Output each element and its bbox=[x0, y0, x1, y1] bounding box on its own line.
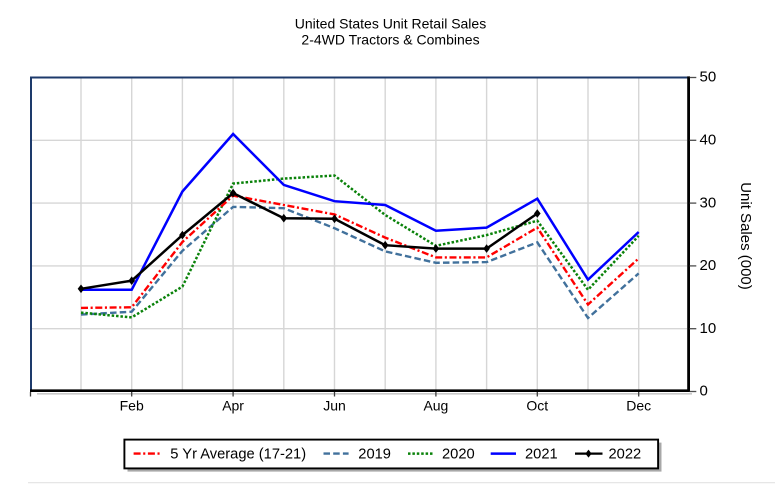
svg-text:Apr: Apr bbox=[222, 398, 244, 414]
svg-text:United States Unit Retail Sale: United States Unit Retail Sales bbox=[295, 16, 486, 32]
svg-text:Feb: Feb bbox=[120, 398, 144, 414]
svg-text:0: 0 bbox=[700, 383, 708, 400]
svg-text:Dec: Dec bbox=[626, 398, 651, 414]
svg-text:20: 20 bbox=[700, 257, 717, 274]
svg-text:50: 50 bbox=[700, 69, 717, 86]
svg-text:2019: 2019 bbox=[358, 446, 391, 462]
svg-text:30: 30 bbox=[700, 194, 717, 211]
svg-text:2021: 2021 bbox=[525, 446, 558, 462]
svg-text:Unit Sales (000): Unit Sales (000) bbox=[737, 182, 754, 290]
svg-text:40: 40 bbox=[700, 132, 717, 149]
svg-text:5 Yr Average (17-21): 5 Yr Average (17-21) bbox=[170, 446, 306, 462]
svg-text:2022: 2022 bbox=[609, 446, 642, 462]
svg-text:Jun: Jun bbox=[323, 398, 346, 414]
svg-text:10: 10 bbox=[700, 320, 717, 337]
svg-text:2020: 2020 bbox=[442, 446, 475, 462]
svg-text:Aug: Aug bbox=[423, 398, 448, 414]
svg-text:2-4WD Tractors & Combines: 2-4WD Tractors & Combines bbox=[301, 32, 479, 48]
svg-text:Oct: Oct bbox=[526, 398, 548, 414]
